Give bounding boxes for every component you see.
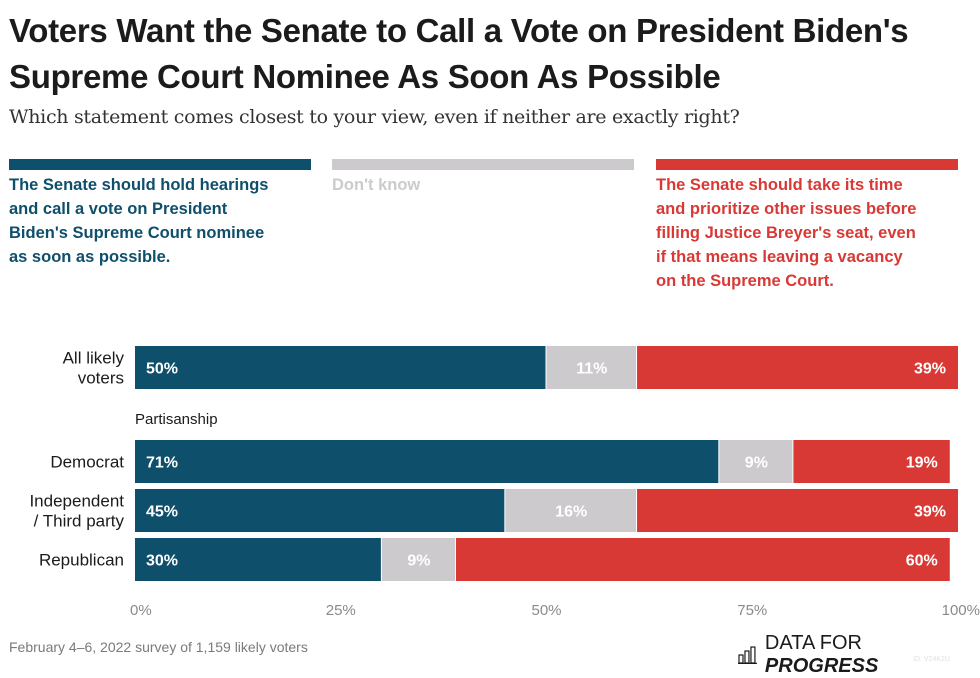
- bar-segment-vote-soon: [135, 346, 546, 389]
- chart-plot: 50% 11% 39% All likely voters 71% 9% 19% Democra…: [29, 346, 980, 619]
- data-label: 71%: [146, 455, 178, 472]
- category-label: Independent / Third party: [29, 492, 124, 531]
- bar-segment-vote-soon: [135, 538, 381, 581]
- data-label: 9%: [407, 553, 430, 570]
- x-tick-label: 50%: [531, 602, 561, 619]
- chart-subtitle: Which statement comes closest to your vi…: [9, 106, 740, 128]
- data-label: 9%: [745, 455, 768, 472]
- bar-segment-take-time: [637, 346, 958, 389]
- survey-source-note: February 4–6, 2022 survey of 1,159 likel…: [9, 639, 308, 655]
- data-label: 11%: [576, 361, 607, 378]
- data-label: 30%: [146, 553, 178, 570]
- category-label-line: Independent: [29, 492, 124, 511]
- legend-swatch-vote-soon: [9, 159, 311, 170]
- bar-segment-take-time: [793, 440, 950, 483]
- legend-label-line: Don't know: [332, 176, 421, 194]
- brand-logo: DATA FOR PROGRESS: [738, 632, 980, 678]
- category-label: All likely voters: [63, 349, 125, 388]
- data-label: 19%: [906, 455, 938, 472]
- category-label-line: Republican: [39, 551, 124, 570]
- legend-label-take-time: The Senate should take its time and prior…: [656, 173, 968, 293]
- bar-segment-dont-know: [719, 440, 793, 483]
- legend-label-line: and call a vote on President: [9, 200, 228, 218]
- data-label: 60%: [906, 553, 938, 570]
- bar-segment-take-time: [637, 489, 958, 532]
- group-label-partisanship: Partisanship: [135, 411, 218, 428]
- brand-name-bold: PROGRESS: [764, 655, 879, 677]
- data-label: 39%: [914, 361, 946, 378]
- legend-label-line: and prioritize other issues before: [656, 200, 917, 218]
- bar-segment-take-time: [455, 538, 950, 581]
- legend-label-line: if that means leaving a vacancy: [656, 248, 903, 266]
- legend-label-line: Biden's Supreme Court nominee: [9, 224, 265, 242]
- legend-label-line: filling Justice Breyer's seat, even: [656, 224, 916, 242]
- x-tick-label: 100%: [942, 602, 980, 619]
- category-label-line: All likely: [63, 349, 125, 368]
- data-label: 16%: [555, 504, 587, 521]
- chart-title: Voters Want the Senate to Call a Vote on…: [9, 12, 909, 95]
- legend-label-line: on the Supreme Court.: [656, 272, 834, 290]
- bar-segment-dont-know: [546, 346, 637, 389]
- category-label-line: / Third party: [34, 512, 125, 531]
- bar-segment-dont-know: [381, 538, 455, 581]
- brand-name-regular: DATA FOR: [764, 632, 862, 654]
- legend-label-line: as soon as possible.: [9, 248, 171, 266]
- legend-label-vote-soon: The Senate should hold hearings and call …: [9, 173, 321, 269]
- bar-segment-vote-soon: [135, 489, 505, 532]
- legend-swatch-dont-know: [332, 159, 634, 170]
- brand-name: DATA FOR PROGRESS: [765, 632, 980, 678]
- category-label-line: voters: [78, 369, 124, 388]
- category-label: Republican: [39, 551, 124, 570]
- legend-swatch-take-time: [656, 159, 958, 170]
- bar-segment-dont-know: [505, 489, 637, 532]
- data-label: 50%: [146, 361, 178, 378]
- category-label-line: Democrat: [50, 453, 124, 472]
- legend-label-line: The Senate should take its time: [656, 176, 903, 194]
- data-label: 45%: [146, 504, 178, 521]
- legend-label-line: The Senate should hold hearings: [9, 176, 269, 194]
- data-label: 39%: [914, 504, 946, 521]
- x-tick-label: 0%: [130, 602, 152, 619]
- bar-chart-logo-icon: [738, 646, 757, 664]
- bar-segment-vote-soon: [135, 440, 719, 483]
- chart-id: ID: V24K2U: [913, 656, 950, 663]
- category-label: Democrat: [50, 453, 124, 472]
- legend-label-dont-know: Don't know: [332, 173, 644, 197]
- x-tick-label: 75%: [737, 602, 767, 619]
- x-tick-label: 25%: [326, 602, 356, 619]
